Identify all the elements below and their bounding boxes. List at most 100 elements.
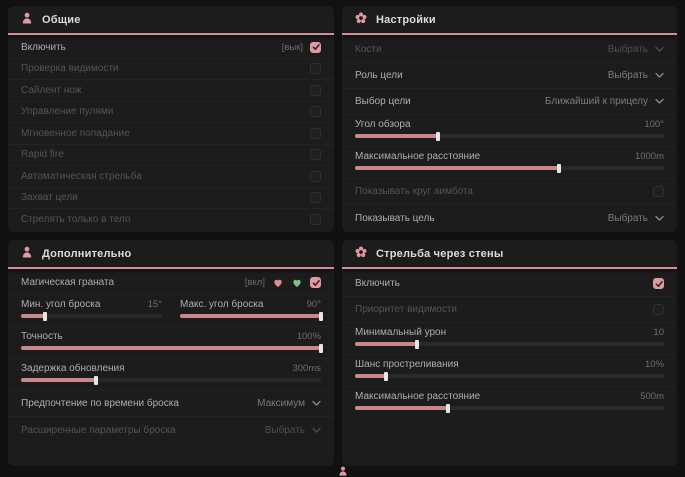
row-label: Показывать круг аимбота (355, 186, 473, 197)
slider-value: 10% (644, 359, 664, 370)
slider-thumb[interactable] (436, 131, 441, 141)
panel-settings: Настройки Кости Выбрать Роль цели Выбрат… (342, 6, 677, 232)
advanced-throw-params-dropdown[interactable]: Выбрать (265, 425, 321, 436)
wallbang-max-distance-slider[interactable] (355, 403, 664, 413)
slider-value: 10 (653, 327, 664, 338)
row-label: Автоматическая стрельба (21, 170, 142, 182)
dropdown-value: Максимум (257, 398, 305, 409)
row-accuracy: Точность 100% (9, 327, 333, 359)
slider-thumb[interactable] (319, 311, 323, 321)
row-show-aimbot-circle: Показывать круг аимбота (343, 179, 676, 205)
target-lock-checkbox[interactable] (310, 192, 321, 204)
row-target-role: Роль цели Выбрать (343, 63, 676, 89)
slider-label: Максимальное расстояние (355, 391, 481, 402)
magic-grenade-checkbox[interactable] (310, 277, 321, 288)
heart-green-icon[interactable] (291, 277, 303, 289)
max-throw-angle-block: Макс. угол броска 90° (180, 299, 323, 321)
slider-label: Мин. угол броска (21, 299, 101, 310)
panel-additional: Дополнительно Магическая граната [вкл] М… (8, 240, 334, 466)
rapid-fire-checkbox[interactable] (310, 149, 321, 161)
accuracy-slider[interactable] (21, 343, 323, 353)
row-wallbang-enable: Включить (343, 271, 676, 297)
row-magic-grenade: Магическая граната [вкл] (9, 271, 333, 295)
panel-wallbang: Стрельба через стены Включить Приоритет … (342, 240, 677, 466)
flower-icon (355, 245, 367, 263)
slider-value: 100% (296, 331, 321, 342)
header-accent-divider (342, 33, 677, 35)
hotkey-state-label: [вкл] (244, 277, 265, 288)
panel-title: Настройки (376, 13, 436, 26)
row-label: Магическая граната (21, 277, 115, 288)
row-min-damage: Минимальный урон 10 (343, 323, 676, 355)
max-throw-angle-slider[interactable] (180, 311, 323, 321)
chevron-down-icon (655, 215, 664, 222)
row-label: Роль цели (355, 70, 403, 81)
row-penetration-chance: Шанс простреливания 10% (343, 355, 676, 387)
dropdown-value: Выбрать (607, 44, 648, 55)
penetration-chance-slider[interactable] (355, 371, 664, 381)
row-max-distance: Максимальное расстояние 1000m (343, 147, 676, 179)
body-only-checkbox[interactable] (310, 214, 321, 226)
row-label: Расширенные параметры броска (21, 424, 176, 436)
row-label: Проверка видимости (21, 63, 119, 75)
slider-value: 90° (306, 299, 321, 310)
auto-fire-checkbox[interactable] (310, 170, 321, 182)
show-aimbot-circle-checkbox[interactable] (653, 186, 664, 197)
chevron-down-icon (655, 46, 664, 53)
row-label: Управление пулями (21, 106, 114, 118)
panel-title: Общие (42, 13, 81, 26)
fov-slider[interactable] (355, 131, 664, 141)
slider-thumb[interactable] (556, 163, 561, 173)
min-damage-slider[interactable] (355, 339, 664, 349)
slider-thumb[interactable] (94, 375, 98, 385)
slider-thumb[interactable] (42, 311, 47, 321)
bones-dropdown[interactable]: Выбрать (608, 44, 664, 55)
enable-checkbox[interactable] (310, 41, 321, 53)
row-fov: Угол обзора 100° (343, 115, 676, 147)
target-selection-dropdown[interactable]: Ближайший к прицелу (545, 96, 664, 107)
max-distance-slider[interactable] (355, 163, 664, 173)
row-label: Выбор цели (355, 96, 411, 107)
dropdown-value: Ближайший к прицелу (544, 96, 648, 107)
instant-hit-checkbox[interactable] (310, 127, 321, 139)
slider-value: 100° (644, 119, 664, 130)
slider-thumb[interactable] (319, 343, 323, 353)
slider-thumb[interactable] (445, 403, 450, 413)
min-throw-angle-slider[interactable] (21, 311, 162, 321)
person-icon (21, 11, 33, 29)
row-label: Кости (355, 44, 382, 55)
visibility-priority-checkbox[interactable] (653, 304, 664, 315)
silent-knife-checkbox[interactable] (310, 84, 321, 96)
row-label: Включить (355, 278, 400, 289)
min-throw-angle-block: Мин. угол броска 15° (21, 299, 162, 321)
panel-additional-header: Дополнительно (8, 240, 334, 267)
row-update-delay: Задержка обновления 300ms (9, 359, 333, 391)
slider-label: Точность (21, 331, 63, 342)
chevron-down-icon (312, 400, 321, 407)
update-delay-slider[interactable] (21, 375, 321, 385)
chevron-down-icon (655, 98, 664, 105)
wallbang-enable-checkbox[interactable] (653, 278, 664, 289)
panel-wallbang-header: Стрельба через стены (342, 240, 677, 267)
row-body-only: Стрелять только в тело (9, 209, 333, 231)
row-throw-time-preference: Предпочтение по времени броска Максимум (9, 391, 333, 417)
visibility-check-checkbox[interactable] (310, 63, 321, 75)
row-silent-knife: Сайлент нож (9, 80, 333, 102)
bullet-control-checkbox[interactable] (310, 106, 321, 118)
throw-time-preference-dropdown[interactable]: Максимум (257, 398, 321, 409)
header-accent-divider (342, 267, 677, 269)
dropdown-value: Выбрать (607, 212, 648, 224)
target-role-dropdown[interactable]: Выбрать (608, 70, 664, 81)
chevron-down-icon (655, 72, 664, 79)
heart-pink-icon[interactable] (272, 277, 284, 289)
panel-title: Дополнительно (42, 247, 132, 260)
row-advanced-throw-params: Расширенные параметры броска Выбрать (9, 417, 333, 443)
flower-icon (355, 11, 367, 29)
slider-thumb[interactable] (414, 339, 419, 349)
row-visibility-priority: Приоритет видимости (343, 297, 676, 323)
slider-value: 15° (147, 299, 162, 310)
dropdown-value: Выбрать (264, 424, 305, 436)
chevron-down-icon (312, 427, 321, 434)
slider-thumb[interactable] (383, 371, 388, 381)
show-target-dropdown[interactable]: Выбрать (608, 213, 664, 224)
